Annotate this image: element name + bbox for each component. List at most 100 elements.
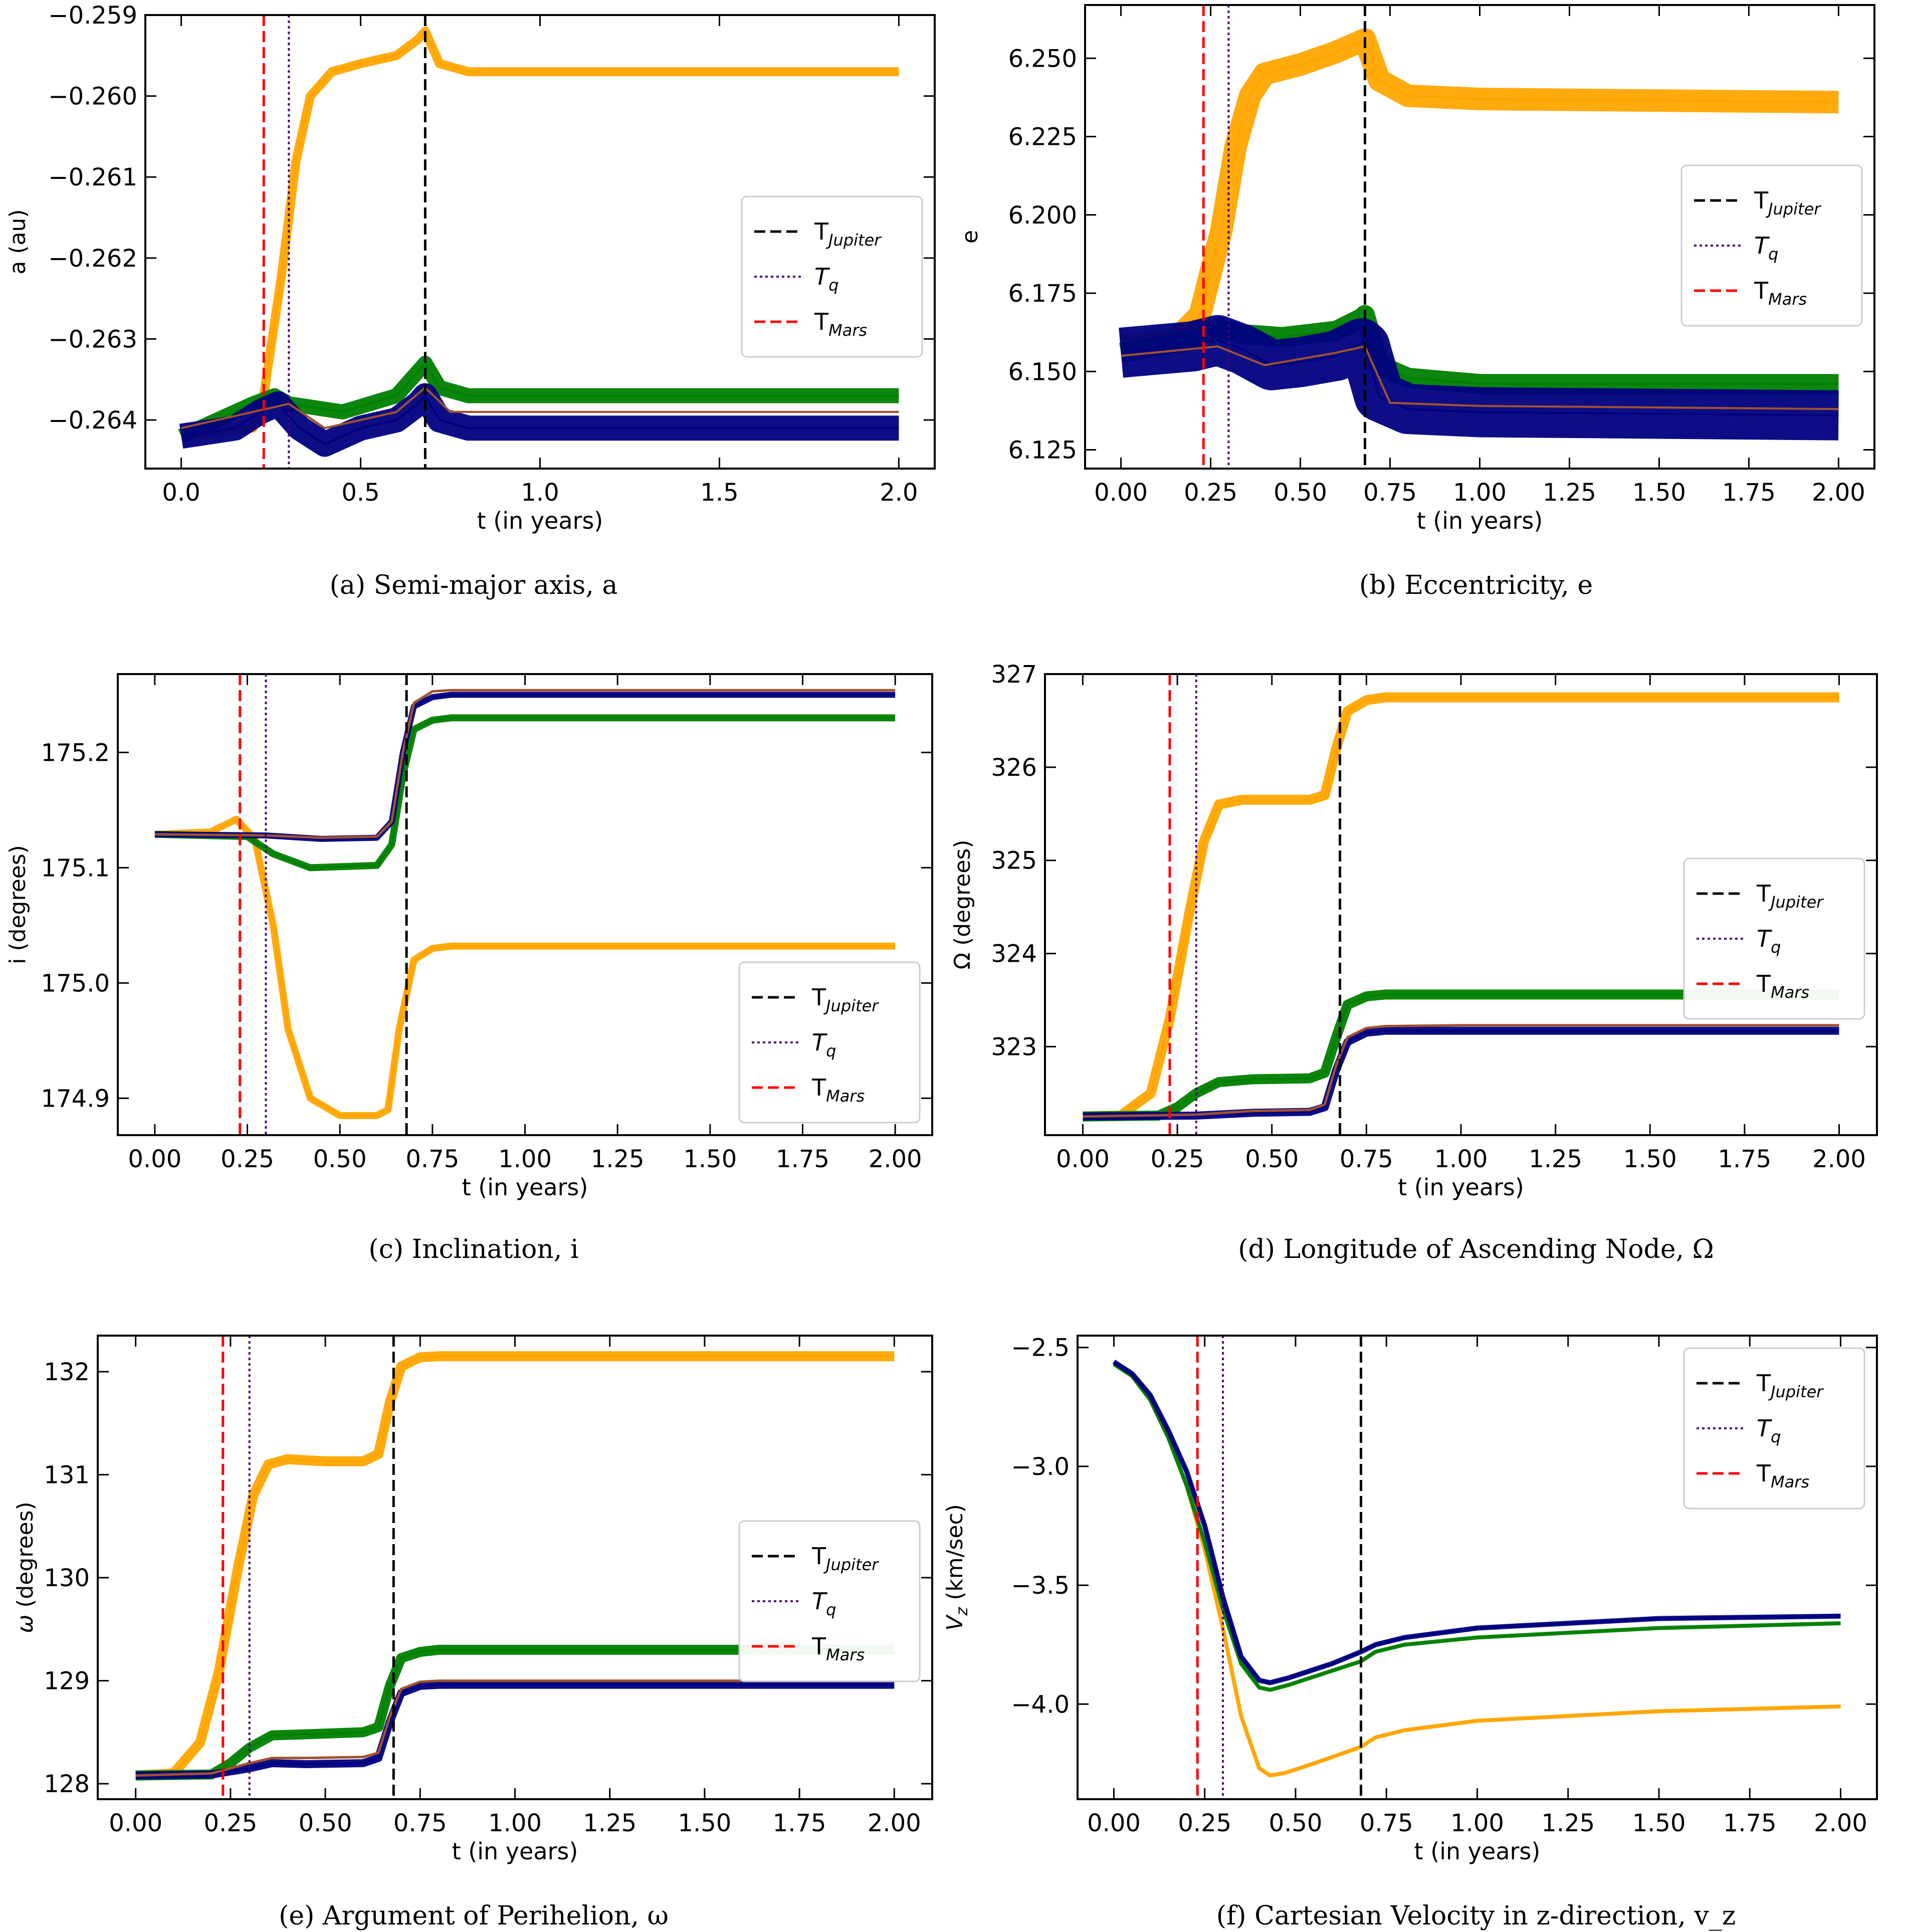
y-tick-label: 327	[991, 661, 1037, 689]
chart-a: 0.0 0.5 1.0 1.5 2.0 −0.259 −0.260 −0.261 −0.262 −…	[5, 2, 936, 600]
x-tick-label: 1.75	[1722, 479, 1776, 507]
y-tick-label: 175.1	[41, 854, 110, 882]
legend-box	[1680, 164, 1863, 327]
x-tick-label: 1.75	[1718, 1145, 1771, 1173]
chart-caption: (c) Inclination, i	[368, 1234, 578, 1264]
x-tick-label: 1.50	[1632, 1809, 1686, 1837]
x-tick-label: 0.50	[1274, 479, 1327, 507]
x-tick-label: 0.25	[1178, 1809, 1231, 1837]
x-tick-label: 1.50	[683, 1145, 737, 1173]
series-green	[154, 714, 896, 872]
x-tick-label: 0.75	[1360, 1809, 1413, 1837]
y-tick-label: −0.261	[48, 163, 137, 191]
legend-label: TJupiter	[1756, 880, 1824, 912]
x-tick-label: 1.25	[1529, 1145, 1582, 1173]
y-tick-label: 6.150	[1008, 358, 1077, 386]
series-green	[135, 1644, 895, 1781]
series-brown	[154, 689, 896, 839]
series-line	[135, 1648, 895, 1777]
series-brown	[1083, 1024, 1839, 1118]
legend-label-sub: Jupiter	[1768, 1382, 1824, 1401]
y-axis-label: a (au)	[5, 209, 31, 274]
x-tick-label: 0.50	[313, 1145, 367, 1173]
legend-label-main: T	[1757, 1415, 1773, 1442]
series-line	[1113, 1361, 1841, 1684]
series-orange	[1083, 692, 1839, 1122]
y-tick-label: 6.200	[1008, 201, 1077, 230]
series-line	[1121, 339, 1839, 416]
x-tick-label: 2.00	[869, 1145, 922, 1173]
y-tick-label: 129	[44, 1667, 90, 1695]
series-line	[135, 1683, 895, 1777]
x-tick-label: 0.75	[405, 1145, 459, 1173]
series-line	[1121, 345, 1839, 410]
legend-label-main: T	[1754, 277, 1769, 304]
plot-area	[154, 689, 896, 1119]
x-tick-label: 0.00	[109, 1809, 162, 1837]
x-tick-label: 0.75	[1340, 1145, 1393, 1173]
series-navy	[1112, 1360, 1841, 1685]
chart-caption: (e) Argument of Perihelion, ω	[279, 1901, 669, 1931]
series-orange	[180, 27, 899, 441]
legend-label-main: T	[1754, 187, 1769, 214]
x-tick-label: 1.00	[498, 1145, 552, 1173]
x-axis-label: t (in years)	[462, 1174, 588, 1201]
chart-Omega: 0.00 0.25 0.50 0.75 1.00 1.25 1.50 1.75 2.00 323 3…	[950, 661, 1878, 1264]
legend-label-sub: q	[1771, 938, 1781, 957]
legend-label: Tq	[1757, 925, 1781, 957]
series-brown	[135, 1679, 895, 1777]
series-navy	[1083, 1026, 1839, 1121]
legend-label-main: T	[812, 1029, 828, 1056]
series-orange	[135, 1351, 895, 1781]
series-line	[181, 30, 899, 438]
y-tick-label: −3.5	[1011, 1572, 1070, 1600]
series-line	[154, 818, 896, 1117]
y-tick-label: 131	[44, 1461, 90, 1489]
legend-label-sub: Jupiter	[823, 1555, 879, 1574]
x-tick-label: 1.25	[1541, 1809, 1595, 1837]
x-tick-label: 0.75	[1363, 479, 1417, 507]
x-axis-label: t (in years)	[1417, 507, 1543, 534]
series-navy	[1119, 315, 1839, 441]
x-tick-label: 1.25	[583, 1809, 637, 1837]
y-tick-label: −2.5	[1011, 1334, 1070, 1362]
x-tick-label: 1.50	[678, 1809, 731, 1837]
x-tick-label: 1.00	[1453, 479, 1507, 507]
y-tick-label: 174.9	[41, 1085, 110, 1113]
x-tick-label: 2.0	[880, 479, 918, 507]
legend-box	[741, 195, 923, 358]
x-tick-label: 1.75	[1723, 1809, 1777, 1837]
x-axis-label: t (in years)	[1414, 1838, 1541, 1865]
y-tick-label: −0.260	[48, 83, 137, 111]
legend-label: TMars	[814, 308, 867, 340]
x-tick-label: 1.0	[521, 479, 559, 507]
legend-label-main: T	[1754, 232, 1770, 259]
x-tick-label: 0.25	[203, 1809, 257, 1837]
legend-label: TMars	[1754, 277, 1807, 309]
plot-area	[1083, 692, 1839, 1122]
x-tick-label: 0.50	[299, 1809, 352, 1837]
legend-label-main: T	[811, 1543, 826, 1570]
chart-i: 0.00 0.25 0.50 0.75 1.00 1.25 1.50 1.75 2.00 174.…	[5, 673, 933, 1264]
legend-label-sub: Mars	[1771, 1472, 1809, 1491]
legend-label-main: T	[814, 308, 829, 335]
legend-label: TJupiter	[814, 218, 882, 250]
x-tick-label: 1.00	[1450, 1809, 1504, 1837]
x-axis-label: t (in years)	[477, 507, 603, 534]
chart-caption: (a) Semi-major axis, a	[330, 570, 618, 600]
legend-label: TMars	[811, 1633, 865, 1664]
y-tick-label: 323	[991, 1033, 1037, 1061]
legend-label-main: T	[811, 1074, 826, 1101]
x-tick-label: 0.00	[1056, 1145, 1110, 1173]
legend-label-main: T	[1756, 1370, 1771, 1397]
series-line	[1083, 993, 1839, 1118]
legend-label: TJupiter	[811, 1543, 879, 1574]
legend-label-sub: Jupiter	[1768, 893, 1824, 912]
x-axis-label: t (in years)	[1398, 1174, 1524, 1201]
x-tick-label: 2.00	[868, 1809, 921, 1837]
